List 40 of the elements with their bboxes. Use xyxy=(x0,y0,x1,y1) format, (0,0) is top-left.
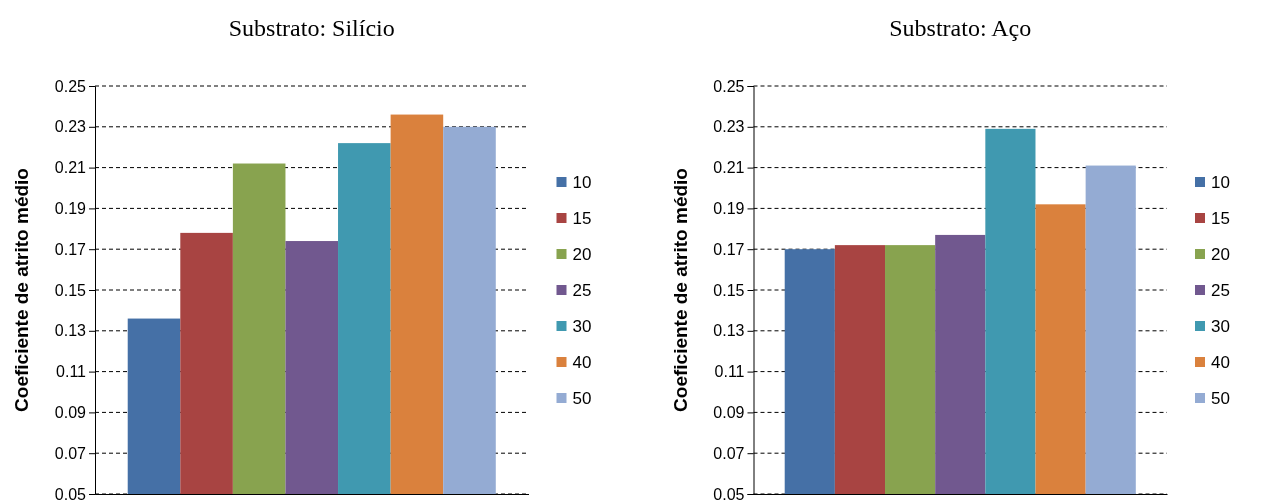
y-tick-label: 0.23 xyxy=(54,118,87,136)
legend-label: 25 xyxy=(1211,281,1230,300)
y-tick-label: 0.09 xyxy=(713,404,745,422)
legend-label: 40 xyxy=(572,353,592,372)
y-axis-title: Coeficiente de atrito médio xyxy=(11,168,32,412)
y-tick-label: 0.15 xyxy=(54,281,87,299)
legend-label: 20 xyxy=(1211,245,1230,264)
y-tick-label: 0.13 xyxy=(713,322,745,340)
legend-label: 15 xyxy=(1211,209,1230,228)
y-tick-label: 0.21 xyxy=(54,159,87,177)
legend-label: 20 xyxy=(572,245,592,264)
y-tick-label: 0.05 xyxy=(713,485,745,503)
y-tick-label: 0.19 xyxy=(713,200,745,218)
chart-title: Substrato: Silício xyxy=(228,15,395,41)
legend-label: 10 xyxy=(572,173,592,192)
legend-label: 30 xyxy=(1211,317,1230,336)
y-tick-label: 0.17 xyxy=(713,240,745,258)
legend-label: 25 xyxy=(572,281,592,300)
y-tick-label: 0.23 xyxy=(713,118,745,136)
legend-label: 10 xyxy=(1211,173,1230,192)
y-axis-title: Coeficiente de atrito médio xyxy=(669,168,691,412)
y-tick-label: 0.11 xyxy=(714,363,745,381)
y-tick-label: 0.15 xyxy=(713,281,745,299)
legend-label: 30 xyxy=(572,317,592,336)
legend-label: 15 xyxy=(572,209,592,228)
legend-label: 50 xyxy=(1211,389,1230,408)
y-tick-label: 0.25 xyxy=(54,77,87,95)
y-tick-label: 0.07 xyxy=(713,444,745,462)
y-tick-label: 0.19 xyxy=(54,200,87,218)
y-tick-label: 0.07 xyxy=(54,444,87,462)
y-tick-label: 0.25 xyxy=(713,77,745,95)
y-tick-label: 0.05 xyxy=(54,485,87,503)
legend-label: 40 xyxy=(1211,353,1230,372)
y-tick-label: 0.11 xyxy=(56,363,87,381)
y-tick-label: 0.13 xyxy=(54,322,87,340)
chart-title: Substrato: Aço xyxy=(889,15,1032,41)
y-tick-label: 0.21 xyxy=(713,159,745,177)
legend-label: 50 xyxy=(572,389,592,408)
y-tick-label: 0.17 xyxy=(54,240,87,258)
y-tick-label: 0.09 xyxy=(54,404,87,422)
